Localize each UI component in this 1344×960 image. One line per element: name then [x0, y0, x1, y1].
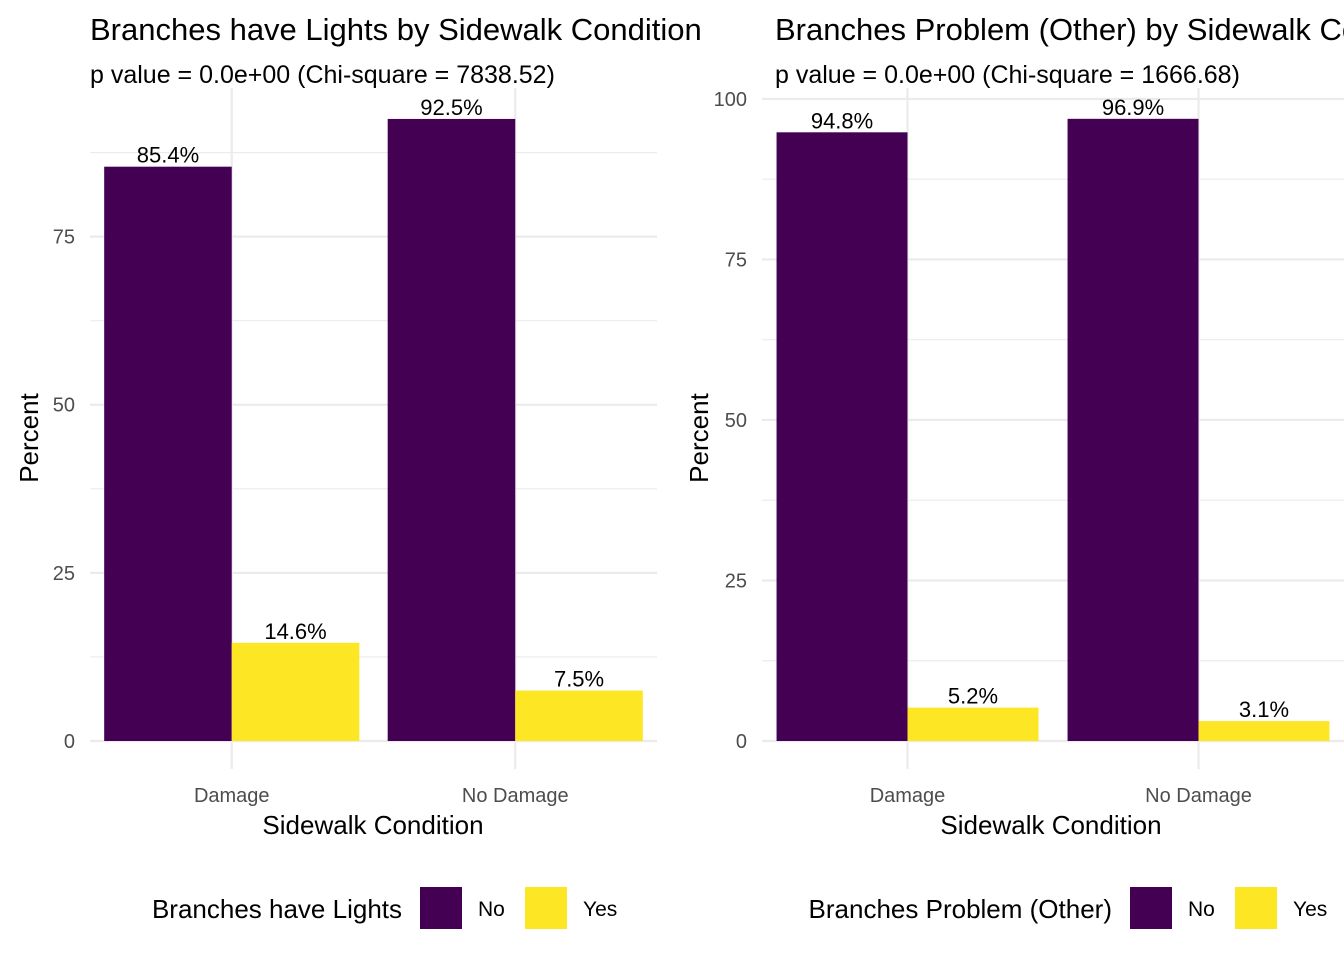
legend-title: Branches Problem (Other) — [809, 894, 1112, 924]
legend-label-yes: Yes — [583, 898, 617, 921]
y-tick-label: 0 — [64, 731, 75, 753]
legend-key-no — [1130, 887, 1172, 929]
chart-title: Branches have Lights by Sidewalk Conditi… — [90, 12, 702, 47]
chart-title: Branches Problem (Other) by Sidewalk Con… — [775, 12, 1344, 47]
bar-yes-no-damage — [1198, 721, 1330, 741]
y-tick-label: 0 — [736, 731, 747, 753]
legend-key-yes — [525, 887, 567, 929]
bar-value-label: 92.5% — [420, 95, 482, 120]
y-tick-label: 50 — [725, 410, 747, 432]
bar-value-label: 85.4% — [137, 143, 199, 168]
bar-value-label: 3.1% — [1239, 697, 1289, 722]
x-tick-label: Damage — [870, 785, 946, 807]
legend-key-no — [420, 887, 462, 929]
y-axis-title: Percent — [684, 392, 714, 482]
bar-yes-damage — [907, 707, 1039, 741]
y-tick-label: 75 — [53, 227, 75, 249]
y-axis-title: Percent — [14, 392, 44, 482]
bar-no-no-damage — [1067, 118, 1199, 741]
bar-value-label: 5.2% — [948, 684, 998, 709]
bar-value-label: 7.5% — [554, 667, 604, 692]
x-tick-label: Damage — [194, 785, 270, 807]
chart-panel-problem-other: 0 25 50 75 100 94.8% 96.9% 5.2% 3.1% Damage No Dam… — [684, 12, 1344, 929]
legend-title: Branches have Lights — [152, 894, 402, 924]
y-tick-label: 25 — [53, 563, 75, 585]
x-tick-label: No Damage — [1145, 785, 1252, 807]
chart-panel-lights: 0 25 50 75 85.4% 92.5% 14.6% 7.5% Damage No Damag… — [14, 12, 702, 929]
bar-no-no-damage — [387, 118, 516, 741]
y-tick-label: 75 — [725, 249, 747, 271]
legend-label-yes: Yes — [1293, 898, 1327, 921]
x-tick-label: No Damage — [462, 785, 569, 807]
y-tick-label: 50 — [53, 395, 75, 417]
bar-yes-damage — [231, 642, 360, 741]
bar-value-label: 94.8% — [811, 108, 873, 133]
y-tick-label: 25 — [725, 570, 747, 592]
bar-value-label: 14.6% — [264, 619, 326, 644]
y-tick-label: 100 — [714, 89, 747, 111]
x-axis-title: Sidewalk Condition — [940, 810, 1161, 840]
bar-no-damage — [776, 132, 908, 741]
chart-subtitle: p value = 0.0e+00 (Chi-square = 1666.68) — [775, 61, 1240, 89]
bar-yes-no-damage — [515, 690, 643, 741]
legend-label-no: No — [1188, 898, 1215, 921]
x-axis-title: Sidewalk Condition — [262, 810, 483, 840]
legend-label-no: No — [478, 898, 505, 921]
bar-value-label: 96.9% — [1102, 95, 1164, 120]
bar-no-damage — [104, 166, 232, 741]
chart-subtitle: p value = 0.0e+00 (Chi-square = 7838.52) — [90, 61, 555, 89]
legend-key-yes — [1235, 887, 1277, 929]
